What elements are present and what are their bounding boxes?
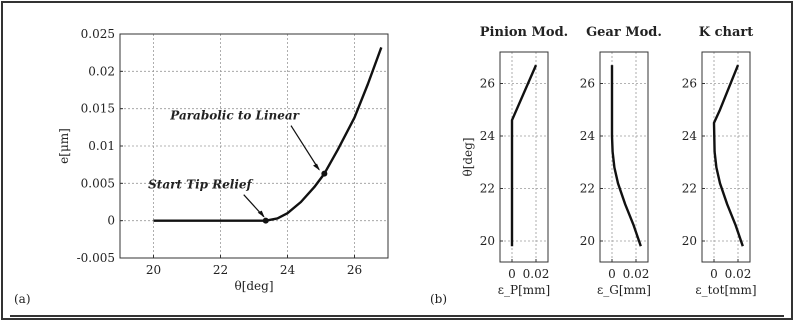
chart1-annotation-arrow	[290, 125, 320, 170]
chart2-ytick-label: 22	[480, 182, 495, 196]
chart1-ytick-label: -0.005	[77, 251, 115, 265]
chart1-xtick-label: 24	[280, 263, 296, 277]
chart1-ytick-label: 0.01	[88, 139, 115, 153]
chart1-ylabel: e[μm]	[57, 128, 71, 164]
chart4-ytick-label: 24	[682, 129, 698, 143]
chart3-frame	[599, 51, 649, 263]
chart2-ytick-label: 24	[480, 129, 496, 143]
chart3-xtick-label: 0.02	[623, 267, 650, 281]
chart3-xtick-label: 0	[608, 267, 616, 281]
chart3-ytick-label: 26	[580, 77, 595, 91]
chart1-ytick-label: 0	[107, 214, 115, 228]
chart2-ytick-label: 26	[480, 77, 495, 91]
chart2-series-line	[510, 64, 538, 247]
chart2-title: Pinion Mod.	[480, 25, 568, 40]
chart2-ylabel: θ[deg]	[461, 137, 475, 176]
chart1-annotation-arrowhead	[313, 163, 320, 171]
chart3-xlabel: ε_G[mm]	[597, 283, 651, 297]
chart1-xlabel: θ[deg]	[234, 279, 273, 293]
chart2-frame	[499, 51, 549, 263]
chart4-series-line	[712, 64, 744, 247]
chart3-series-line	[610, 65, 642, 247]
chart2-ytick-label: 20	[480, 234, 495, 248]
chart1-ytick-label: 0.02	[88, 64, 115, 78]
chart4-xtick-label: 0.02	[725, 267, 752, 281]
chart1-annotation-label: Parabolic to Linear	[169, 109, 300, 123]
chart4-ytick-label: 20	[682, 234, 697, 248]
chart1-xtick-label: 22	[213, 263, 228, 277]
chart3-ytick-label: 22	[580, 182, 595, 196]
chart4-xlabel: ε_tot[mm]	[695, 283, 756, 297]
panel-label-b: (b)	[430, 292, 447, 306]
chart3-ytick-label: 24	[580, 129, 596, 143]
chart1-annotation-arrowhead	[257, 210, 265, 218]
chart1-annotation-label: Start Tip Relief	[148, 178, 253, 192]
plots-layer: 20 22 24 26 -0.005 0 0.005 0.01 0.015 0.02 0.025 θ[…	[57, 25, 757, 297]
chart3-title: Gear Mod.	[586, 25, 662, 40]
panel-label-a: (a)	[14, 292, 31, 306]
chart2-xlabel: ε_P[mm]	[498, 283, 550, 297]
chart3-ytick-label: 20	[580, 234, 595, 248]
chart1-point-marker	[321, 170, 328, 177]
chart4-xtick-label: 0	[710, 267, 718, 281]
chart1-ytick-label: 0.025	[81, 27, 115, 41]
chart4-title: K chart	[699, 25, 753, 40]
chart4-frame	[701, 51, 751, 263]
chart4-ytick-label: 22	[682, 182, 697, 196]
chart4-ytick-label: 26	[682, 77, 697, 91]
chart2-xtick-label: 0	[508, 267, 516, 281]
chart1-xtick-label: 20	[146, 263, 161, 277]
chart1-ytick-label: 0.005	[81, 176, 115, 190]
chart1-series-line	[153, 46, 383, 222]
chart1-xtick-label: 26	[347, 263, 362, 277]
chart2-xtick-label: 0.02	[523, 267, 550, 281]
chart1-ytick-label: 0.015	[81, 102, 115, 116]
chart1-point-marker	[262, 217, 269, 224]
